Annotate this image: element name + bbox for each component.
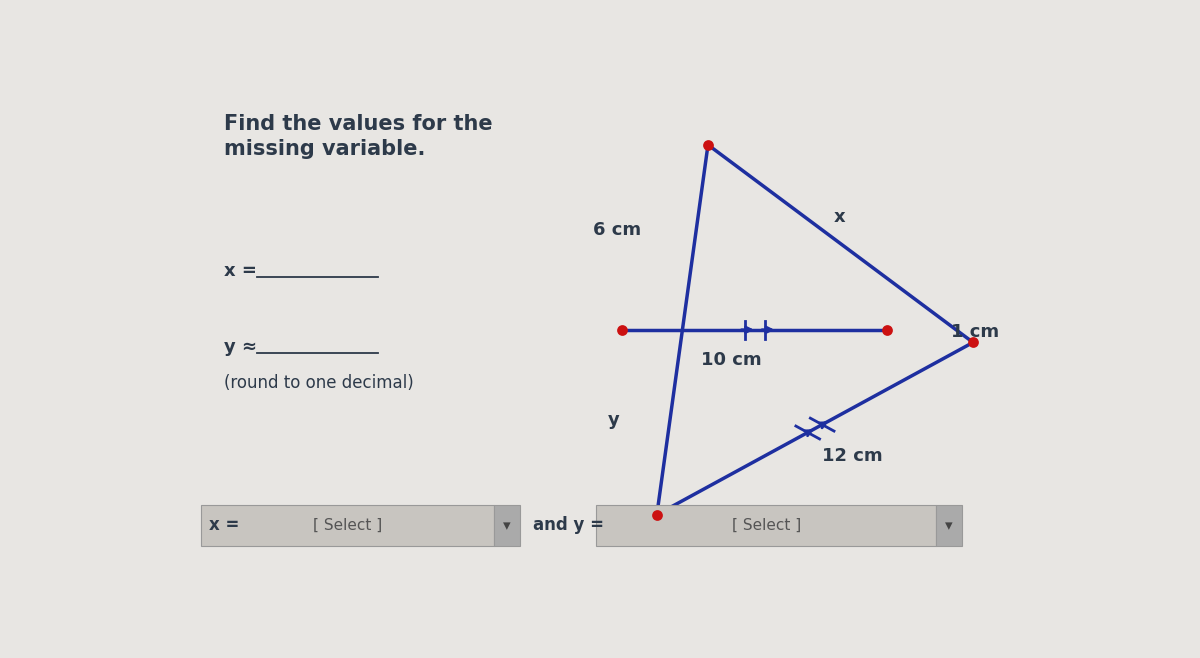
Text: (round to one decimal): (round to one decimal) bbox=[224, 374, 414, 392]
Text: ▾: ▾ bbox=[946, 518, 953, 533]
Point bbox=[964, 337, 983, 347]
Point bbox=[878, 324, 898, 335]
Text: Find the values for the
missing variable.: Find the values for the missing variable… bbox=[224, 114, 493, 159]
Text: 12 cm: 12 cm bbox=[822, 447, 882, 465]
Point bbox=[647, 509, 666, 520]
Text: x =: x = bbox=[224, 263, 257, 280]
Point bbox=[613, 324, 632, 335]
FancyBboxPatch shape bbox=[494, 505, 520, 546]
FancyBboxPatch shape bbox=[936, 505, 962, 546]
Text: y: y bbox=[607, 411, 619, 429]
Text: and y =: and y = bbox=[533, 517, 604, 534]
Point bbox=[698, 139, 718, 150]
Text: 1 cm: 1 cm bbox=[950, 323, 998, 341]
Text: 10 cm: 10 cm bbox=[702, 351, 762, 369]
Text: x =: x = bbox=[209, 517, 239, 534]
Text: x: x bbox=[834, 208, 846, 226]
Text: 6 cm: 6 cm bbox=[593, 220, 641, 239]
FancyBboxPatch shape bbox=[202, 505, 494, 546]
Text: ▾: ▾ bbox=[503, 518, 511, 533]
Text: [ Select ]: [ Select ] bbox=[313, 518, 383, 533]
Text: [ Select ]: [ Select ] bbox=[732, 518, 800, 533]
Text: y ≈: y ≈ bbox=[224, 338, 258, 357]
FancyBboxPatch shape bbox=[596, 505, 936, 546]
